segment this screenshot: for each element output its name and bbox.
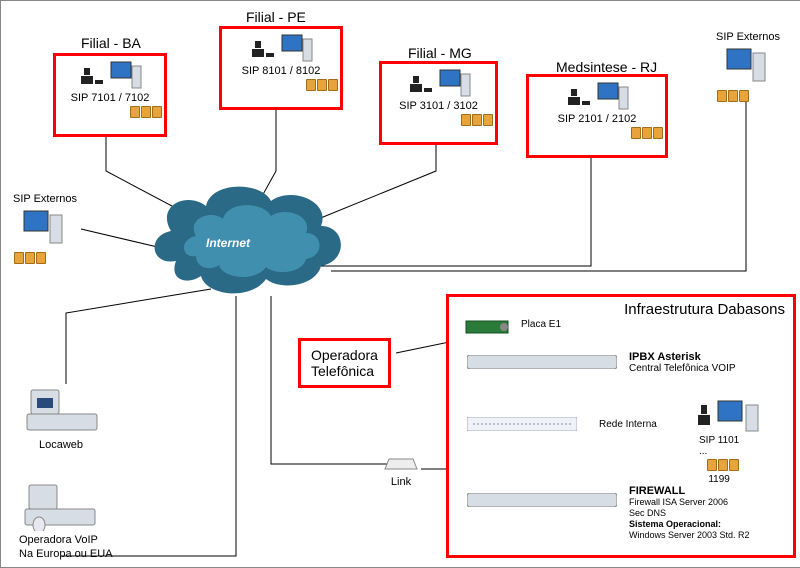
server-icon — [21, 384, 101, 436]
filial-mg-title: Filial - MG — [408, 45, 472, 61]
filial-ba-title: Filial - BA — [81, 35, 141, 51]
card-icon — [464, 317, 514, 337]
infra-title: Infraestrutura Dabasons — [624, 301, 785, 318]
pc-icon — [596, 81, 630, 111]
pc-icon — [109, 60, 143, 90]
modem-icon — [381, 453, 421, 473]
phone-icon — [564, 85, 592, 111]
locaweb-node: Locaweb — [21, 384, 101, 453]
server-icon — [19, 479, 99, 531]
filial-mg-sip: SIP 3101 / 3102 — [384, 100, 493, 112]
filial-rj-sip: SIP 2101 / 2102 — [531, 113, 663, 125]
pc-phone-icon — [694, 395, 764, 433]
internet-cloud-label: Internet — [206, 236, 250, 250]
phone-icon — [77, 64, 105, 90]
sip-ext-left: SIP Externos — [13, 193, 77, 267]
filial-ba-box: SIP 7101 / 7102 — [53, 53, 167, 137]
filial-pe-sip: SIP 8101 / 8102 — [224, 65, 338, 77]
operadora-telefonica-box: Operadora Telefônica — [298, 338, 391, 388]
filial-rj-box: SIP 2101 / 2102 — [526, 74, 668, 158]
operadora-voip-node: Operadora VoIP Na Europa ou EUA — [19, 479, 113, 562]
pc-icon — [20, 207, 70, 247]
pc-icon — [723, 45, 773, 85]
pc-icon — [438, 68, 472, 98]
sip-ext-right: SIP Externos — [716, 31, 780, 105]
rack-icon — [467, 493, 617, 507]
rack-icon — [467, 355, 617, 369]
filial-rj-title: Medsintese - RJ — [556, 59, 657, 75]
filial-pe-title: Filial - PE — [246, 9, 306, 25]
infra-sip-label: SIP 1101 ... 1199 — [699, 435, 739, 485]
filial-ba-sip: SIP 7101 / 7102 — [58, 92, 162, 104]
firewall-label: FIREWALL Firewall ISA Server 2006 Sec DN… — [629, 485, 750, 541]
phone-icon — [406, 72, 434, 98]
filial-pe-box: SIP 8101 / 8102 — [219, 26, 343, 110]
infra-dabasons-box: Infraestrutura Dabasons Placa E1 IPBX As… — [446, 294, 796, 558]
phone-icon — [248, 37, 276, 63]
link-node: Link — [381, 453, 421, 488]
diagram-canvas: Filial - BA SIP 7101 / 7102 Filial - PE … — [0, 0, 800, 568]
placa-e1-label: Placa E1 — [521, 319, 561, 330]
ipbx-label: IPBX Asterisk Central Telefônica VOIP — [629, 351, 736, 374]
filial-mg-box: SIP 3101 / 3102 — [379, 61, 498, 145]
rede-interna-label: Rede Interna — [599, 419, 657, 430]
switch-icon — [467, 417, 577, 431]
pc-icon — [280, 33, 314, 63]
